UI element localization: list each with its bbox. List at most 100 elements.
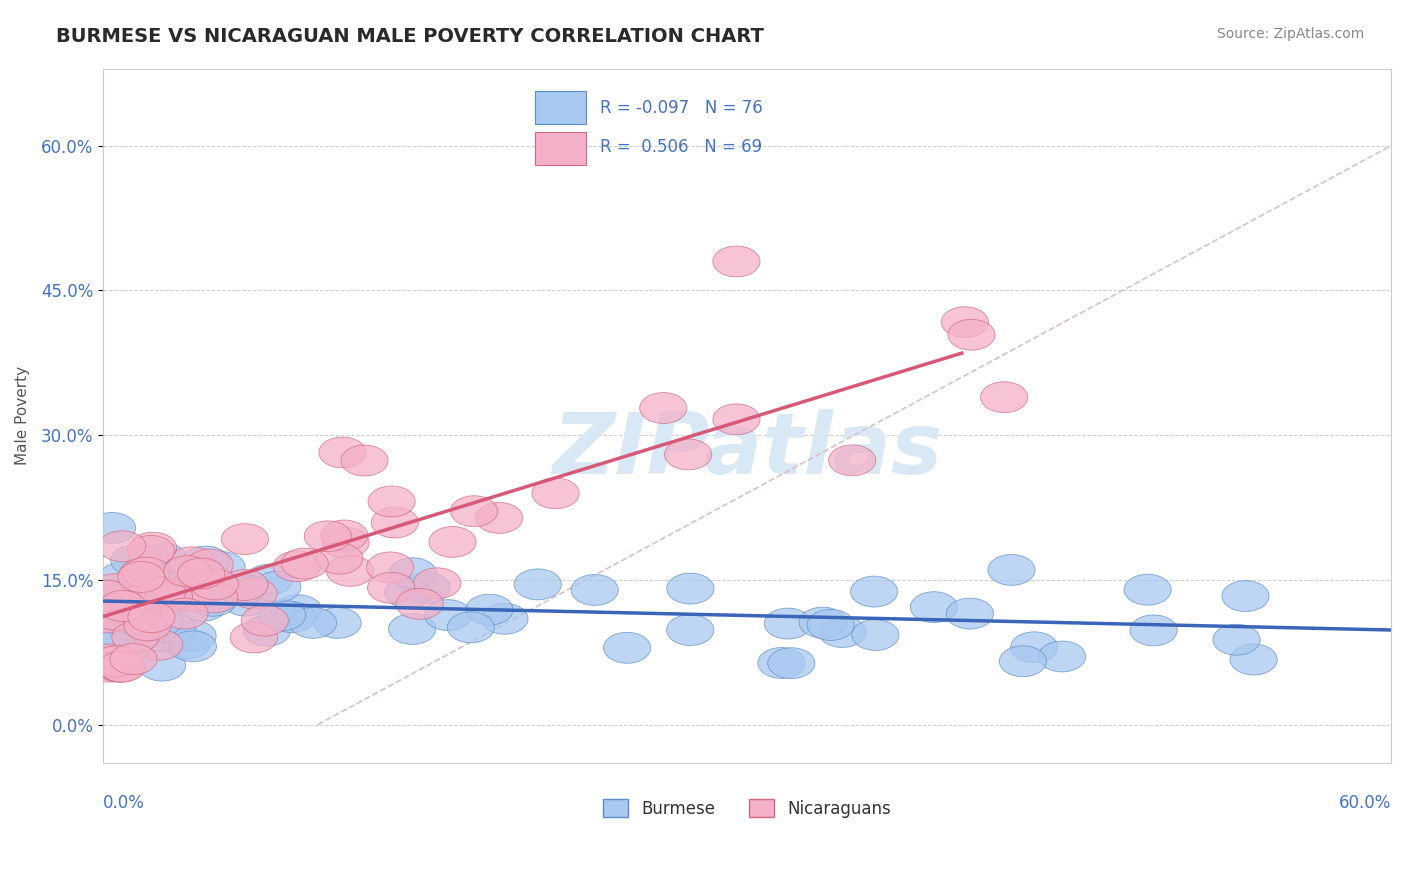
Ellipse shape [114, 624, 160, 654]
Ellipse shape [89, 513, 136, 543]
Legend: Burmese, Nicaraguans: Burmese, Nicaraguans [596, 793, 897, 824]
Ellipse shape [1222, 581, 1270, 612]
Ellipse shape [222, 585, 270, 616]
Text: 0.0%: 0.0% [103, 794, 145, 813]
Text: ZIPatlas: ZIPatlas [553, 409, 942, 492]
Ellipse shape [515, 569, 561, 599]
Ellipse shape [1213, 624, 1260, 656]
Ellipse shape [315, 543, 363, 574]
Ellipse shape [269, 602, 315, 632]
Ellipse shape [571, 574, 619, 606]
Ellipse shape [274, 595, 322, 625]
Ellipse shape [259, 599, 305, 631]
Ellipse shape [1000, 646, 1046, 677]
Ellipse shape [465, 594, 513, 625]
Ellipse shape [253, 571, 301, 602]
Ellipse shape [314, 607, 361, 639]
Ellipse shape [83, 581, 131, 611]
Ellipse shape [128, 547, 176, 578]
Ellipse shape [368, 486, 415, 516]
Ellipse shape [404, 573, 450, 603]
Ellipse shape [1011, 632, 1057, 663]
Ellipse shape [128, 602, 176, 632]
Ellipse shape [84, 602, 132, 632]
Ellipse shape [120, 602, 167, 632]
Ellipse shape [340, 445, 388, 476]
Ellipse shape [425, 599, 471, 631]
Text: Source: ZipAtlas.com: Source: ZipAtlas.com [1216, 27, 1364, 41]
Ellipse shape [159, 577, 207, 607]
Ellipse shape [90, 631, 136, 662]
Ellipse shape [371, 508, 419, 538]
Ellipse shape [191, 582, 238, 613]
Ellipse shape [157, 573, 204, 603]
Ellipse shape [90, 647, 138, 678]
Ellipse shape [138, 650, 186, 681]
Ellipse shape [124, 610, 172, 640]
Ellipse shape [157, 572, 205, 603]
Ellipse shape [98, 651, 146, 682]
Ellipse shape [665, 439, 711, 470]
Ellipse shape [159, 570, 207, 601]
Ellipse shape [531, 478, 579, 508]
Ellipse shape [799, 607, 846, 638]
Ellipse shape [231, 622, 277, 653]
Ellipse shape [450, 496, 498, 526]
Ellipse shape [98, 531, 146, 562]
Ellipse shape [139, 543, 187, 574]
Ellipse shape [163, 628, 211, 659]
Ellipse shape [139, 621, 187, 652]
Ellipse shape [367, 552, 413, 582]
Ellipse shape [91, 574, 139, 605]
Ellipse shape [389, 558, 436, 589]
Ellipse shape [242, 606, 288, 636]
Ellipse shape [807, 609, 855, 640]
Ellipse shape [1039, 641, 1085, 672]
Ellipse shape [765, 608, 811, 639]
Ellipse shape [111, 545, 157, 576]
Ellipse shape [122, 583, 170, 614]
Ellipse shape [98, 591, 146, 622]
Y-axis label: Male Poverty: Male Poverty [15, 367, 30, 466]
Ellipse shape [122, 558, 170, 588]
Ellipse shape [666, 574, 714, 604]
Ellipse shape [1230, 644, 1277, 675]
Ellipse shape [851, 576, 898, 607]
Ellipse shape [169, 547, 215, 578]
Ellipse shape [86, 651, 132, 682]
Ellipse shape [138, 577, 186, 608]
Ellipse shape [666, 615, 714, 646]
Ellipse shape [190, 585, 236, 616]
Ellipse shape [145, 580, 193, 611]
Ellipse shape [447, 612, 495, 643]
Ellipse shape [429, 526, 477, 558]
Ellipse shape [163, 556, 211, 587]
Ellipse shape [93, 646, 141, 676]
Ellipse shape [186, 549, 233, 580]
Ellipse shape [322, 527, 370, 558]
Text: BURMESE VS NICARAGUAN MALE POVERTY CORRELATION CHART: BURMESE VS NICARAGUAN MALE POVERTY CORRE… [56, 27, 763, 45]
Ellipse shape [941, 307, 988, 337]
Ellipse shape [818, 616, 866, 648]
Ellipse shape [124, 613, 170, 644]
Ellipse shape [304, 521, 352, 552]
Ellipse shape [86, 644, 134, 675]
Ellipse shape [121, 579, 169, 609]
Ellipse shape [118, 562, 165, 592]
Ellipse shape [245, 565, 292, 595]
Ellipse shape [281, 548, 329, 579]
Ellipse shape [97, 651, 145, 682]
Ellipse shape [768, 648, 815, 679]
Ellipse shape [169, 620, 217, 651]
Ellipse shape [105, 610, 153, 640]
Ellipse shape [640, 392, 688, 424]
Ellipse shape [1123, 574, 1171, 605]
Ellipse shape [167, 581, 214, 612]
Ellipse shape [110, 644, 157, 674]
Ellipse shape [198, 551, 245, 582]
Ellipse shape [128, 535, 174, 566]
Ellipse shape [226, 575, 273, 607]
Ellipse shape [1130, 615, 1177, 646]
Ellipse shape [321, 520, 368, 551]
Ellipse shape [481, 603, 529, 634]
